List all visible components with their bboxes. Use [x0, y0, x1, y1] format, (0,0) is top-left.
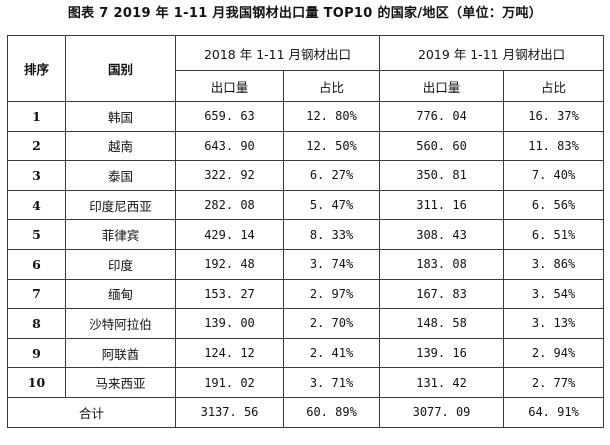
year-2019-header: 2019 年 1-11 月钢材出口 — [379, 35, 605, 71]
share-2019-cell: 6. 56% — [503, 189, 605, 221]
table-row: 3 泰国 322. 92 6. 27% 350. 81 7. 40% — [7, 160, 605, 191]
share-2018-cell: 3. 74% — [282, 248, 381, 280]
volume-2018-cell: 429. 14 — [175, 219, 284, 250]
rank-cell: 6 — [7, 248, 66, 280]
volume-2019-cell: 148. 58 — [379, 308, 505, 339]
table-row: 7 缅甸 153. 27 2. 97% 167. 83 3. 54% — [7, 278, 605, 310]
table-row: 1 韩国 659. 63 12. 80% 776. 04 16. 37% — [7, 101, 605, 132]
table-row: 10 马来西亚 191. 02 3. 71% 131. 42 2. 77% — [7, 367, 605, 398]
table-row: 6 印度 192. 48 3. 74% 183. 08 3. 86% — [7, 248, 605, 280]
country-cell: 印度尼西亚 — [65, 189, 176, 221]
volume-2018-cell: 153. 27 — [175, 278, 284, 310]
volume-2018-header: 出口量 — [175, 70, 284, 102]
steel-export-table: 排序 国别 2018 年 1-11 月钢材出口 2019 年 1-11 月钢材出… — [7, 35, 605, 428]
rank-cell: 10 — [7, 367, 66, 398]
rank-header: 排序 — [7, 35, 66, 102]
rank-cell: 5 — [7, 219, 66, 250]
volume-2018-cell: 659. 63 — [175, 101, 284, 132]
country-cell: 马来西亚 — [65, 367, 176, 398]
share-2018-cell: 2. 97% — [282, 278, 381, 310]
volume-2019-cell: 167. 83 — [379, 278, 505, 310]
total-share-2019: 64. 91% — [503, 396, 605, 428]
volume-2019-cell: 560. 60 — [379, 130, 505, 162]
volume-2018-cell: 282. 08 — [175, 189, 284, 221]
total-volume-2018: 3137. 56 — [175, 396, 284, 428]
header-row-top: 排序 国别 2018 年 1-11 月钢材出口 2019 年 1-11 月钢材出… — [7, 35, 605, 102]
share-2018-cell: 6. 27% — [282, 160, 381, 191]
volume-2018-cell: 124. 12 — [175, 337, 284, 369]
share-2019-cell: 3. 86% — [503, 248, 605, 280]
share-2018-cell: 12. 80% — [282, 101, 381, 132]
volume-2019-header: 出口量 — [379, 70, 505, 102]
total-volume-2019: 3077. 09 — [379, 396, 505, 428]
rank-cell: 8 — [7, 308, 66, 339]
volume-2019-cell: 183. 08 — [379, 248, 505, 280]
share-2019-header: 占比 — [503, 70, 605, 102]
total-label: 合计 — [7, 396, 176, 428]
rank-cell: 3 — [7, 160, 66, 191]
volume-2019-cell: 776. 04 — [379, 101, 505, 132]
share-2018-cell: 3. 71% — [282, 367, 381, 398]
share-2019-cell: 2. 94% — [503, 337, 605, 369]
share-2018-cell: 5. 47% — [282, 189, 381, 221]
table-row: 5 菲律宾 429. 14 8. 33% 308. 43 6. 51% — [7, 219, 605, 250]
share-2018-cell: 2. 70% — [282, 308, 381, 339]
volume-2019-cell: 131. 42 — [379, 367, 505, 398]
rank-cell: 1 — [7, 101, 66, 132]
country-cell: 沙特阿拉伯 — [65, 308, 176, 339]
volume-2018-cell: 322. 92 — [175, 160, 284, 191]
share-2018-cell: 12. 50% — [282, 130, 381, 162]
country-header: 国别 — [65, 35, 176, 102]
table-row: 9 阿联酋 124. 12 2. 41% 139. 16 2. 94% — [7, 337, 605, 369]
share-2018-cell: 8. 33% — [282, 219, 381, 250]
year-2018-header: 2018 年 1-11 月钢材出口 — [174, 35, 381, 71]
rank-cell: 4 — [7, 189, 66, 221]
volume-2019-cell: 350. 81 — [379, 160, 505, 191]
volume-2018-cell: 191. 02 — [175, 367, 284, 398]
share-2019-cell: 16. 37% — [503, 101, 605, 132]
volume-2018-cell: 643. 90 — [175, 130, 284, 162]
rank-cell: 2 — [7, 130, 66, 162]
share-2019-cell: 6. 51% — [503, 219, 605, 250]
total-share-2018: 60. 89% — [282, 396, 381, 428]
share-2018-cell: 2. 41% — [282, 337, 381, 369]
share-2019-cell: 3. 54% — [503, 278, 605, 310]
volume-2019-cell: 139. 16 — [379, 337, 505, 369]
volume-2019-cell: 311. 16 — [379, 189, 505, 221]
share-2019-cell: 3. 13% — [503, 308, 605, 339]
share-2019-cell: 2. 77% — [503, 367, 605, 398]
table-row: 8 沙特阿拉伯 139. 00 2. 70% 148. 58 3. 13% — [7, 308, 605, 339]
country-cell: 泰国 — [65, 160, 176, 191]
table-row: 2 越南 643. 90 12. 50% 560. 60 11. 83% — [7, 130, 605, 162]
volume-2018-cell: 139. 00 — [175, 308, 284, 339]
table-caption: 图表 7 2019 年 1-11 月我国钢材出口量 TOP10 的国家/地区（单… — [67, 6, 543, 21]
country-cell: 阿联酋 — [65, 337, 176, 369]
share-2019-cell: 11. 83% — [503, 130, 605, 162]
share-2019-cell: 7. 40% — [503, 160, 605, 191]
share-2018-header: 占比 — [282, 70, 381, 102]
header-row-sub: 出口量 占比 出口量 占比 — [8, 70, 605, 102]
country-cell: 菲律宾 — [65, 219, 176, 250]
table-row: 4 印度尼西亚 282. 08 5. 47% 311. 16 6. 56% — [7, 189, 605, 221]
volume-2018-cell: 192. 48 — [175, 248, 284, 280]
volume-2019-cell: 308. 43 — [379, 219, 505, 250]
total-row: 合计 3137. 56 60. 89% 3077. 09 64. 91% — [7, 396, 605, 428]
rank-cell: 7 — [7, 278, 66, 310]
country-cell: 缅甸 — [65, 278, 176, 310]
table-body: 1 韩国 659. 63 12. 80% 776. 04 16. 37% 2 越… — [7, 101, 605, 428]
rank-cell: 9 — [7, 337, 66, 369]
country-cell: 韩国 — [65, 101, 176, 132]
country-cell: 越南 — [65, 130, 176, 162]
country-cell: 印度 — [65, 248, 176, 280]
